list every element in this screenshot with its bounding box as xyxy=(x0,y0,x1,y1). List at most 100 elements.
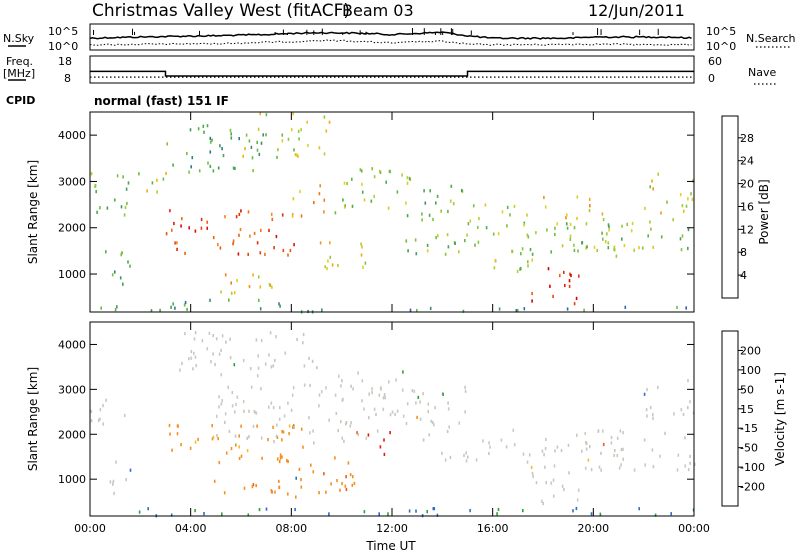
data-cell xyxy=(462,309,465,313)
data-cell xyxy=(554,449,556,453)
data-cell xyxy=(569,234,572,238)
data-cell xyxy=(192,367,194,371)
data-cell xyxy=(247,252,249,256)
data-cell xyxy=(297,129,300,133)
data-cell xyxy=(494,259,497,263)
data-cell xyxy=(531,299,533,303)
data-cell xyxy=(318,146,321,150)
data-cell xyxy=(165,171,167,176)
data-cell xyxy=(213,479,216,483)
data-cell xyxy=(194,355,197,359)
cpid-text: normal (fast) 151 IF xyxy=(94,94,229,108)
data-cell xyxy=(680,408,683,412)
data-cell xyxy=(613,247,615,252)
data-cell xyxy=(531,291,533,296)
data-cell xyxy=(186,307,188,311)
data-cell xyxy=(692,179,694,183)
data-cell xyxy=(94,184,97,188)
data-cell xyxy=(238,137,240,141)
data-cell xyxy=(306,120,308,124)
data-cell xyxy=(194,331,197,335)
data-cell xyxy=(638,246,640,250)
data-cell xyxy=(415,252,418,256)
nsky-label: N.Sky xyxy=(3,32,35,45)
data-cell xyxy=(190,349,193,354)
data-cell xyxy=(600,468,602,472)
data-cell xyxy=(389,413,392,417)
data-cell xyxy=(411,389,414,393)
data-cell xyxy=(156,178,158,182)
data-cell xyxy=(590,512,593,516)
data-cell xyxy=(240,209,242,213)
data-cell xyxy=(676,468,679,472)
data-cell xyxy=(402,414,405,418)
data-cell xyxy=(436,194,439,198)
data-cell xyxy=(359,168,362,172)
data-cell xyxy=(234,434,237,438)
data-cell xyxy=(429,306,432,310)
data-cell xyxy=(585,246,587,250)
data-cell xyxy=(370,199,373,203)
data-cell xyxy=(614,449,616,453)
data-cell xyxy=(620,448,623,452)
data-cell xyxy=(616,436,619,440)
data-cell xyxy=(181,217,183,221)
data-cell xyxy=(371,390,373,395)
data-cell xyxy=(578,274,580,278)
data-cell xyxy=(248,139,251,143)
data-cell xyxy=(532,474,534,479)
data-cell xyxy=(426,243,429,247)
data-cell xyxy=(255,484,257,488)
data-cell xyxy=(681,204,684,208)
data-cell xyxy=(600,451,602,455)
noise-tick-high-right: 10^5 xyxy=(706,25,736,38)
velocity-panel: 1000 2000 3000 4000 00:00 04:00 08:00 12:00 16:… xyxy=(26,321,710,553)
data-cell xyxy=(300,214,303,218)
data-cell xyxy=(219,144,221,148)
data-cell xyxy=(474,243,476,247)
data-cell xyxy=(203,512,205,516)
data-cell xyxy=(219,246,222,250)
data-cell xyxy=(116,174,119,178)
data-cell xyxy=(380,387,382,391)
data-cell xyxy=(281,430,283,434)
data-cell xyxy=(228,429,231,433)
data-cell xyxy=(318,192,321,196)
x-tick-label: 12:00 xyxy=(376,522,408,535)
data-cell xyxy=(129,468,132,472)
data-cell xyxy=(608,225,610,229)
power-colorbar-label: Power [dB] xyxy=(757,179,771,244)
data-cell xyxy=(331,263,334,267)
data-cell xyxy=(292,425,294,429)
colorbar-tick-label: 20 xyxy=(740,178,754,191)
data-cell xyxy=(302,333,305,337)
data-cell xyxy=(221,512,223,516)
data-cell xyxy=(492,232,495,236)
data-cell xyxy=(256,424,258,428)
data-cell xyxy=(248,409,250,413)
data-cell xyxy=(111,273,114,277)
data-cell xyxy=(218,352,221,356)
data-cell xyxy=(652,416,654,420)
data-cell xyxy=(530,465,533,470)
data-cell xyxy=(256,374,259,378)
data-cell xyxy=(220,402,223,406)
data-cell xyxy=(260,436,263,440)
data-cell xyxy=(395,378,397,382)
data-cell xyxy=(310,463,312,467)
data-cell xyxy=(394,412,396,417)
data-cell xyxy=(585,447,588,451)
data-cell xyxy=(294,153,297,157)
data-cell xyxy=(444,458,447,462)
data-cell xyxy=(379,445,382,449)
data-cell xyxy=(255,338,258,342)
data-cell xyxy=(553,464,556,468)
data-cell xyxy=(127,260,129,264)
data-cell xyxy=(664,431,666,435)
data-cell xyxy=(568,284,571,288)
data-cell xyxy=(427,402,430,406)
data-cell xyxy=(569,222,572,226)
data-cell xyxy=(554,232,556,237)
data-cell xyxy=(300,485,303,489)
data-cell xyxy=(621,237,623,241)
